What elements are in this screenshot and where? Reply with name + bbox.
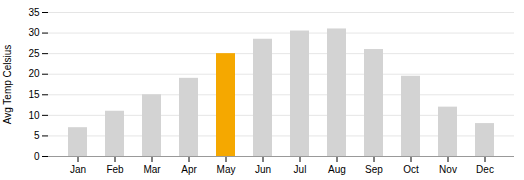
svg-text:35: 35 xyxy=(28,7,40,18)
svg-text:May: May xyxy=(217,164,236,175)
svg-text:0: 0 xyxy=(34,151,40,162)
svg-text:Feb: Feb xyxy=(106,164,124,175)
svg-text:30: 30 xyxy=(28,27,40,38)
svg-text:15: 15 xyxy=(28,89,40,100)
svg-text:Mar: Mar xyxy=(143,164,161,175)
svg-text:Aug: Aug xyxy=(328,164,346,175)
svg-text:25: 25 xyxy=(28,48,40,59)
svg-text:Oct: Oct xyxy=(403,164,419,175)
svg-text:Dec: Dec xyxy=(476,164,494,175)
svg-text:20: 20 xyxy=(28,68,40,79)
svg-text:Apr: Apr xyxy=(181,164,197,175)
svg-text:Jan: Jan xyxy=(70,164,86,175)
svg-text:Avg Temp Celsius: Avg Temp Celsius xyxy=(2,45,13,125)
svg-text:Jun: Jun xyxy=(255,164,271,175)
svg-text:Sep: Sep xyxy=(365,164,383,175)
svg-text:5: 5 xyxy=(34,130,40,141)
svg-text:Nov: Nov xyxy=(439,164,457,175)
svg-text:10: 10 xyxy=(28,110,40,121)
svg-text:Jul: Jul xyxy=(294,164,307,175)
